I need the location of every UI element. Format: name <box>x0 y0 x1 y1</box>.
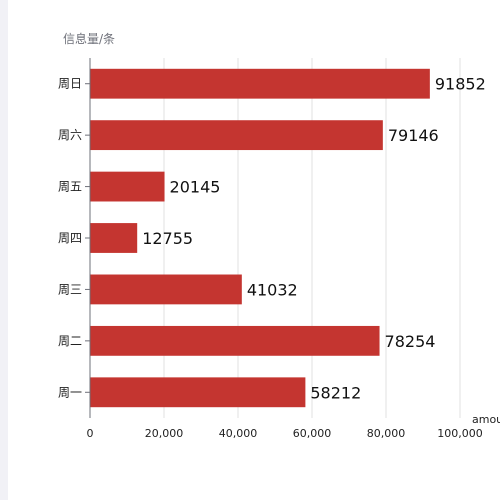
bar-value-label: 79146 <box>388 126 439 145</box>
bar-value-label: 78254 <box>385 332 436 351</box>
gridlines <box>163 58 461 418</box>
x-tick-label: 80,000 <box>367 427 406 440</box>
axes <box>85 58 91 418</box>
bar-value-label: 58212 <box>310 383 361 402</box>
bar-value-label: 12755 <box>142 229 193 248</box>
bar-7[interactable] <box>90 68 430 99</box>
x-axis-label: amou <box>472 413 500 426</box>
bar-3[interactable] <box>90 274 242 305</box>
bar-value-label: 91852 <box>435 75 486 94</box>
bar-value-label: 20145 <box>170 178 221 197</box>
x-tick-label: 60,000 <box>293 427 332 440</box>
category-label: 周一 <box>58 385 82 399</box>
bars <box>90 68 430 408</box>
x-tick-label: 100,000 <box>437 427 483 440</box>
bar-4[interactable] <box>90 223 138 253</box>
bar-value-label: 41032 <box>247 280 298 299</box>
category-label: 周四 <box>58 231 82 245</box>
category-label: 周五 <box>58 180 82 194</box>
labels: 0 20,000 40,000 60,000 80,000 100,000 周一 58212 周… <box>58 75 486 440</box>
x-tick-label: 40,000 <box>219 427 258 440</box>
category-label: 周六 <box>58 128 82 142</box>
x-tick-label: 20,000 <box>145 427 184 440</box>
x-tick-label: 0 <box>87 427 94 440</box>
bar-1[interactable] <box>90 377 306 408</box>
category-label: 周二 <box>58 334 82 348</box>
bar-2[interactable] <box>90 325 380 356</box>
bar-6[interactable] <box>90 120 383 151</box>
bar-5[interactable] <box>90 171 165 202</box>
category-label: 周日 <box>58 77 82 91</box>
y-axis-unit-label: 信息量/条 <box>63 31 115 46</box>
category-label: 周三 <box>58 282 82 296</box>
page-left-border <box>0 0 8 500</box>
